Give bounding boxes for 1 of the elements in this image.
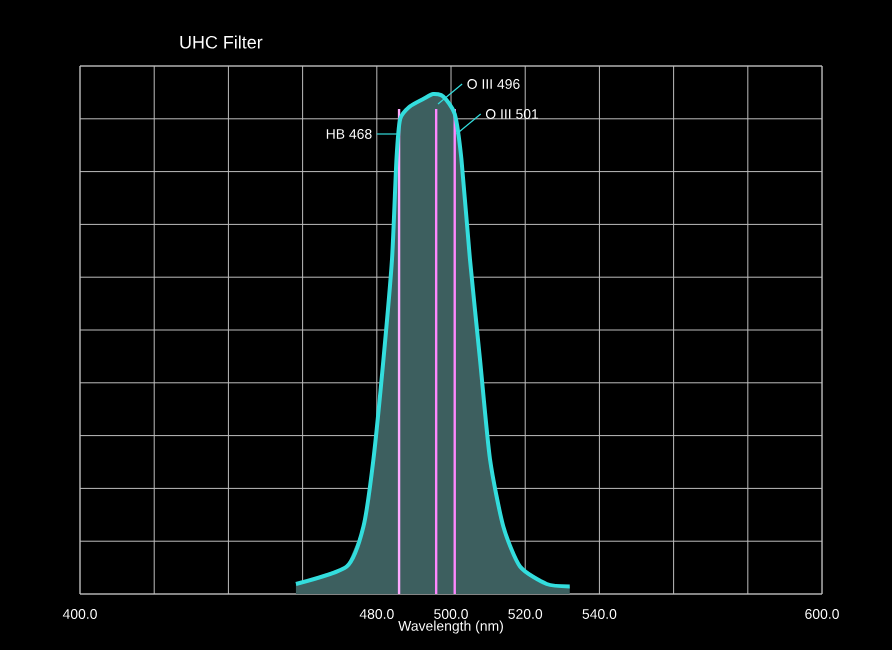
chart-title: UHC Filter	[180, 35, 263, 49]
